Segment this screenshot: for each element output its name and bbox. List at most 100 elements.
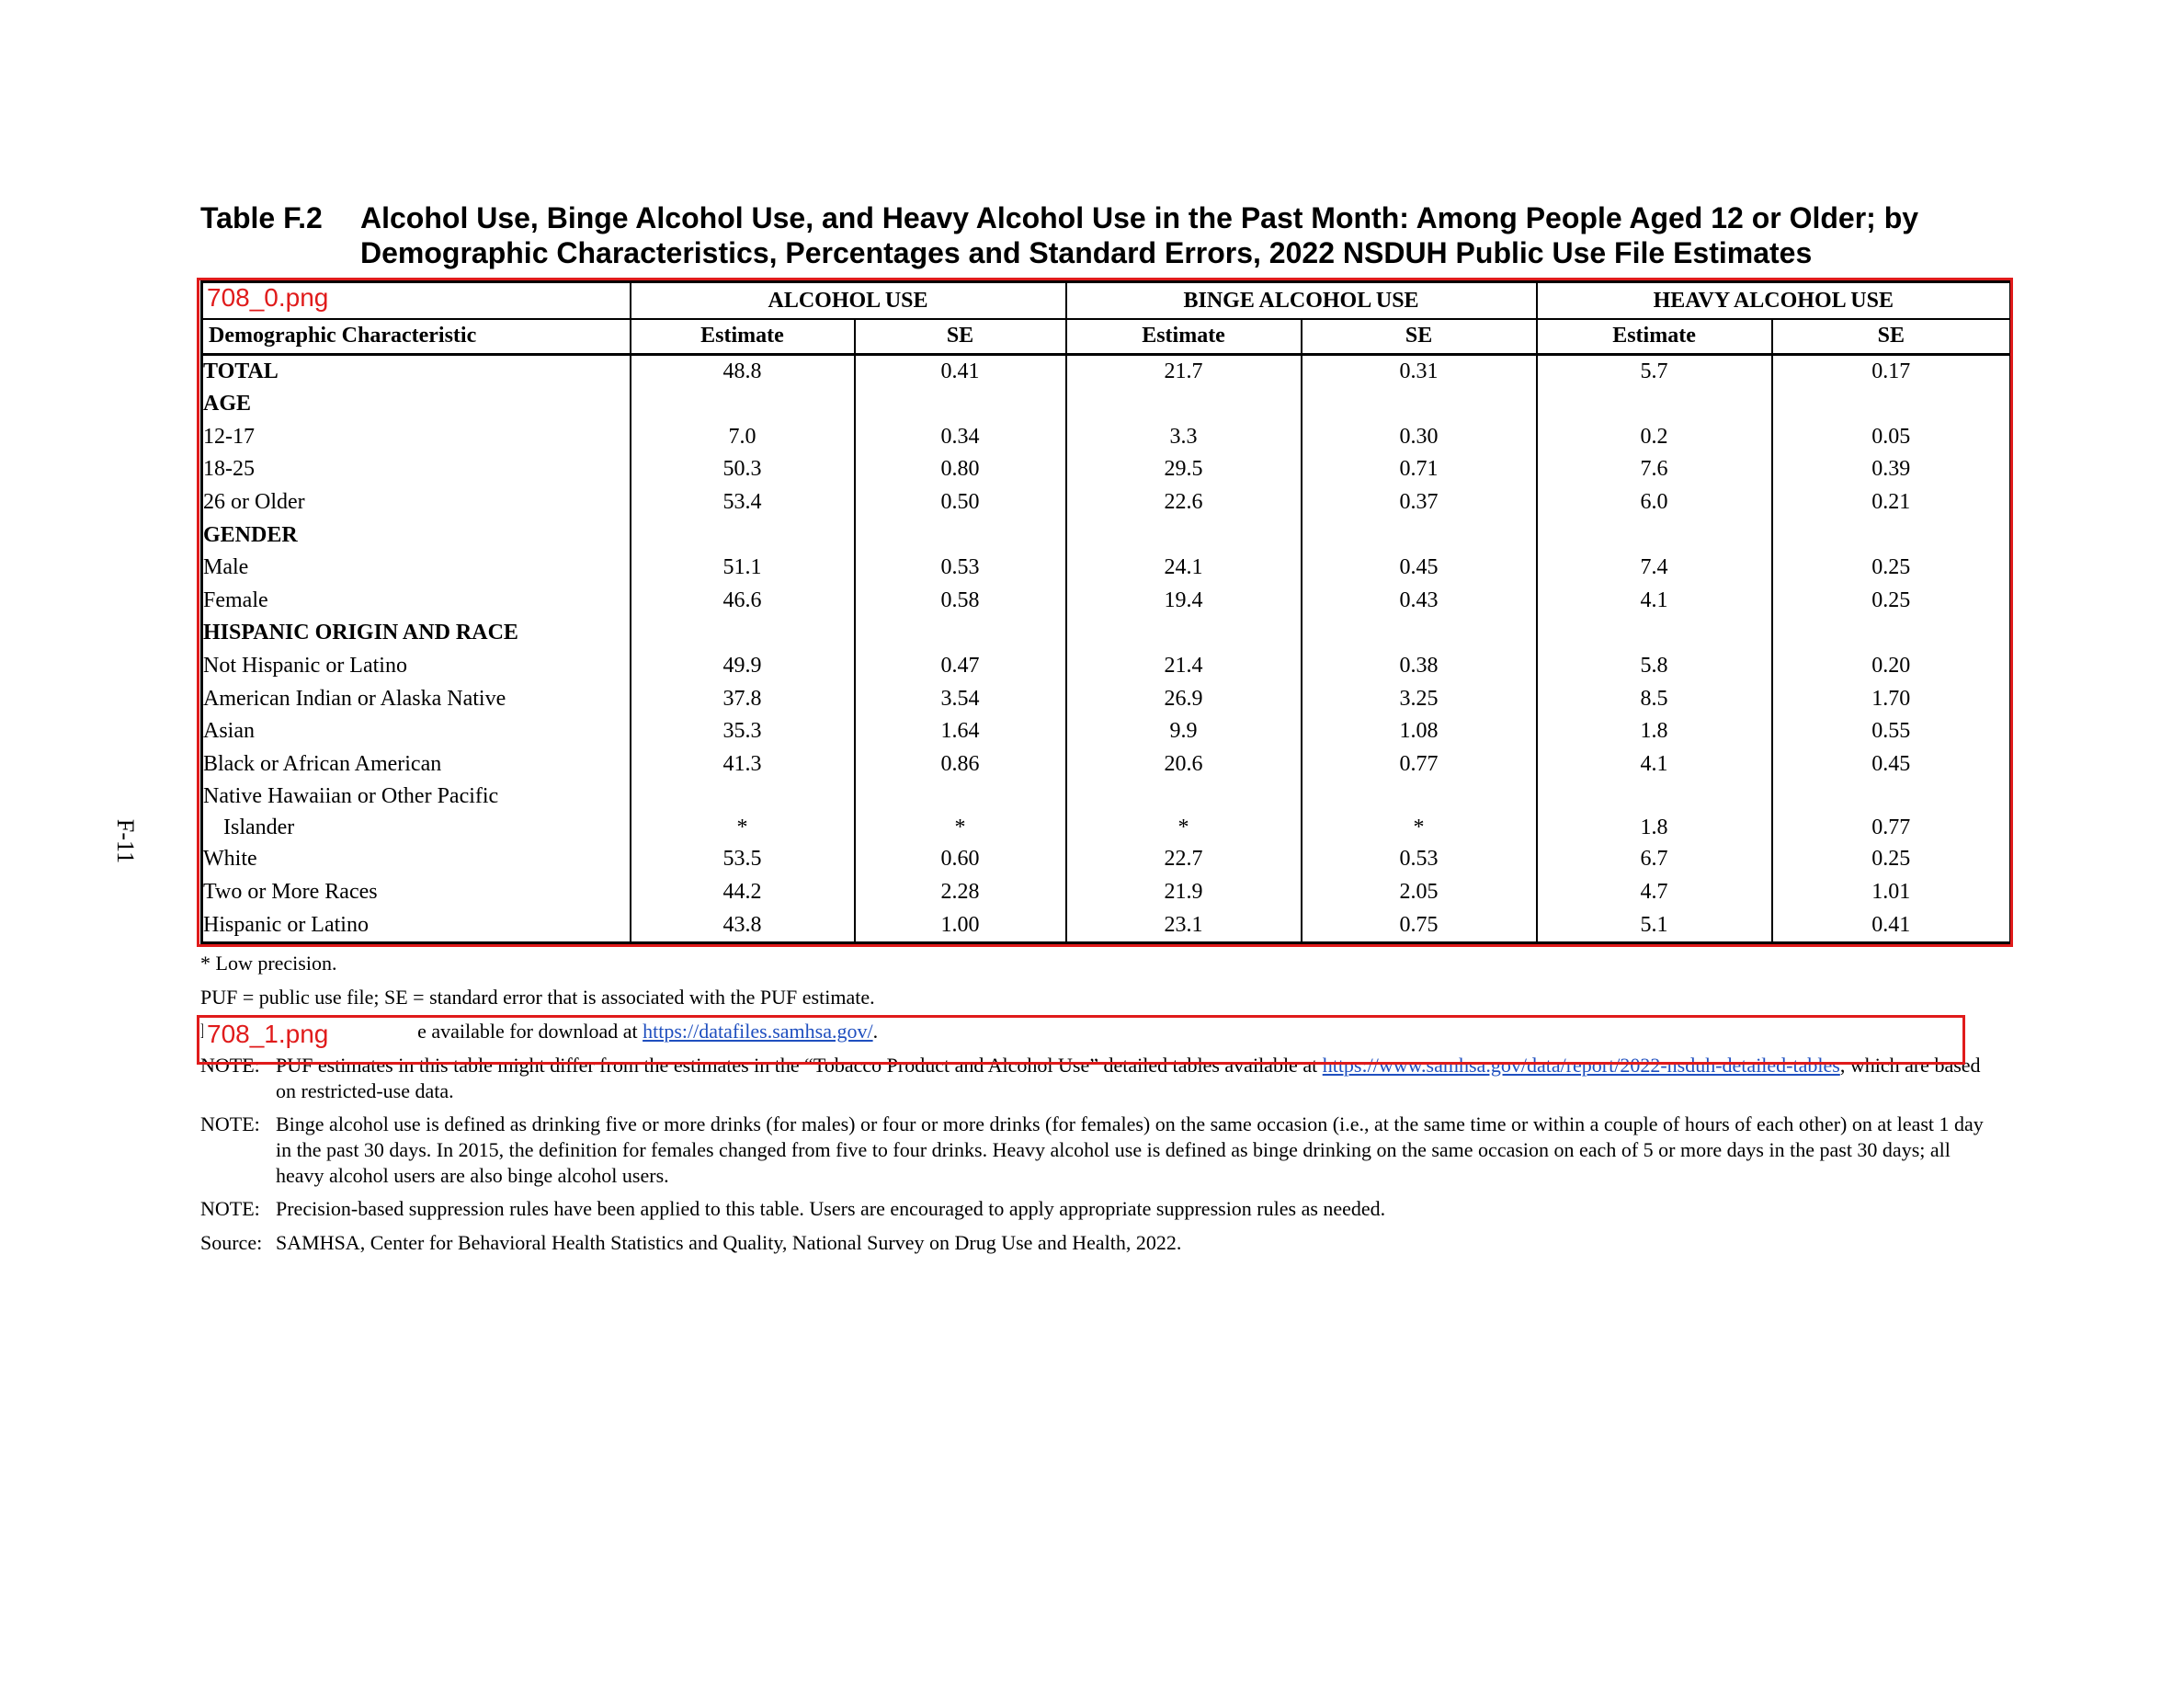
note-text: Precision-based suppression rules have b… [276, 1197, 1386, 1220]
table-cell [629, 388, 856, 421]
cell-value: 1.70 [1871, 686, 1911, 711]
cell-value: * [1413, 815, 1425, 840]
table-cell: 0.38 [1300, 649, 1538, 683]
table-cell: 21.4 [1064, 649, 1302, 683]
table-cell: 0.71 [1300, 453, 1538, 486]
group-header-alcohol: ALCOHOL USE [629, 280, 1067, 320]
table-row: Native Hawaiian or Other Pacific Islander… [200, 781, 2013, 844]
cell-value: 0.43 [1399, 587, 1439, 612]
cell-value: * [736, 815, 748, 840]
table-cell: 0.58 [853, 584, 1067, 618]
cell-value: 1.8 [1640, 719, 1668, 744]
note1-text: PUF estimates in this table might differ… [276, 1054, 1323, 1077]
table-cell [1300, 519, 1538, 553]
row-label: Native Hawaiian or Other Pacific Islander [200, 781, 631, 844]
table-cell: 1.01 [1770, 875, 2013, 909]
table-cell: 7.4 [1535, 552, 1773, 585]
table-cell: 1.70 [1770, 682, 2013, 716]
cell-value: 21.7 [1164, 359, 1203, 383]
note-label: NOTE: [200, 1197, 260, 1220]
cell-value: 24.1 [1164, 555, 1203, 580]
footnote-puf: PUF = public use file; SE = standard err… [200, 986, 875, 1009]
cell-value: 53.4 [722, 489, 762, 514]
table-cell [1064, 617, 1302, 650]
table-cell: 19.4 [1064, 584, 1302, 618]
table-cell: 4.1 [1535, 584, 1773, 618]
note-label: NOTE: [200, 1054, 260, 1077]
row-label: Asian [200, 715, 631, 748]
cell-value: 7.0 [728, 424, 756, 449]
table-cell: 7.0 [629, 420, 856, 454]
cell-value: 0.45 [1871, 751, 1911, 776]
cell-value: 1.00 [940, 912, 980, 937]
cell-value: 50.3 [722, 457, 762, 482]
table-cell: 6.7 [1535, 843, 1773, 876]
row-label: 12-17 [200, 420, 631, 454]
cell-value: 0.75 [1399, 912, 1439, 937]
table-cell: 5.7 [1535, 354, 1773, 389]
table-cell: 4.7 [1535, 875, 1773, 909]
cell-value: 1.64 [940, 719, 980, 744]
table-cell: 0.75 [1300, 908, 1538, 945]
cell-value: 7.4 [1640, 555, 1668, 580]
table-cell: 49.9 [629, 649, 856, 683]
cell-value: 0.77 [1871, 815, 1911, 840]
table-row: HISPANIC ORIGIN AND RACE [200, 617, 2013, 650]
cell-value: 0.41 [940, 359, 980, 383]
table-cell: 1.8 [1535, 781, 1773, 844]
table-cell: 2.05 [1300, 875, 1538, 909]
cell-value: * [1177, 815, 1189, 840]
table-cell: 20.6 [1064, 747, 1302, 781]
table-cell: 6.0 [1535, 485, 1773, 519]
overlay-label-1: 708_1.png [203, 1020, 333, 1049]
cell-value: 0.34 [940, 424, 980, 449]
table-cell: 35.3 [629, 715, 856, 748]
cell-value: 0.60 [940, 847, 980, 872]
table-cell: 1.8 [1535, 715, 1773, 748]
column-header-row: Demographic Characteristic Estimate SE E… [200, 317, 2013, 356]
download-link[interactable]: https://datafiles.samhsa.gov/ [643, 1020, 873, 1043]
row-label: HISPANIC ORIGIN AND RACE [200, 617, 631, 650]
note-text: Binge alcohol use is defined as drinking… [276, 1112, 1984, 1187]
table-cell: 53.4 [629, 485, 856, 519]
row-label-line2: Islander [223, 815, 295, 840]
table-cell: 0.47 [853, 649, 1067, 683]
overlay-region-0: 708_0.png [197, 278, 2013, 947]
cell-value: 8.5 [1640, 686, 1668, 711]
note-text: PUF estimates in this table might differ… [276, 1053, 1995, 1104]
table-cell [1300, 617, 1538, 650]
table-cell [1535, 388, 1773, 421]
note-binge-definition: NOTE: Binge alcohol use is defined as dr… [200, 1112, 2002, 1189]
cell-value: 4.1 [1640, 587, 1668, 612]
column-header-estimate: Estimate [1535, 317, 1773, 356]
note-puf-differences: NOTE: PUF estimates in this table might … [200, 1053, 2002, 1104]
row-label: GENDER [200, 519, 631, 553]
cell-value: 0.53 [940, 555, 980, 580]
cell-value: 37.8 [722, 686, 762, 711]
cell-value: 0.05 [1871, 424, 1911, 449]
table-cell: 50.3 [629, 453, 856, 486]
cell-value: 0.21 [1871, 489, 1911, 514]
row-label: Not Hispanic or Latino [200, 649, 631, 683]
table-cell: 3.54 [853, 682, 1067, 716]
column-header-estimate: Estimate [629, 317, 856, 356]
table-cell: 21.7 [1064, 354, 1302, 389]
row-label: 18-25 [200, 453, 631, 486]
table-cell: 48.8 [629, 354, 856, 389]
footnote-low-precision: * Low precision. [200, 952, 337, 975]
table-row: 26 or Older 53.4 0.50 22.6 0.37 6.0 0.21 [200, 485, 2013, 519]
table-row: TOTAL 48.8 0.41 21.7 0.31 5.7 0.17 [200, 354, 2013, 389]
download-text: e available for download at [417, 1020, 643, 1043]
cell-value: * [954, 815, 966, 840]
cell-value: 0.71 [1399, 457, 1439, 482]
cell-value: 4.1 [1640, 751, 1668, 776]
row-label: TOTAL [200, 354, 631, 389]
cell-value: 0.45 [1399, 555, 1439, 580]
table-cell: 5.1 [1535, 908, 1773, 945]
table-row: American Indian or Alaska Native 37.8 3.54… [200, 682, 2013, 716]
table-cell: 0.60 [853, 843, 1067, 876]
row-label: Two or More Races [200, 875, 631, 909]
detailed-tables-link[interactable]: https://www.samhsa.gov/data/report/2022-… [1322, 1054, 1840, 1077]
cell-value: 0.25 [1871, 587, 1911, 612]
row-label-line1: Native Hawaiian or Other Pacific [203, 784, 499, 809]
